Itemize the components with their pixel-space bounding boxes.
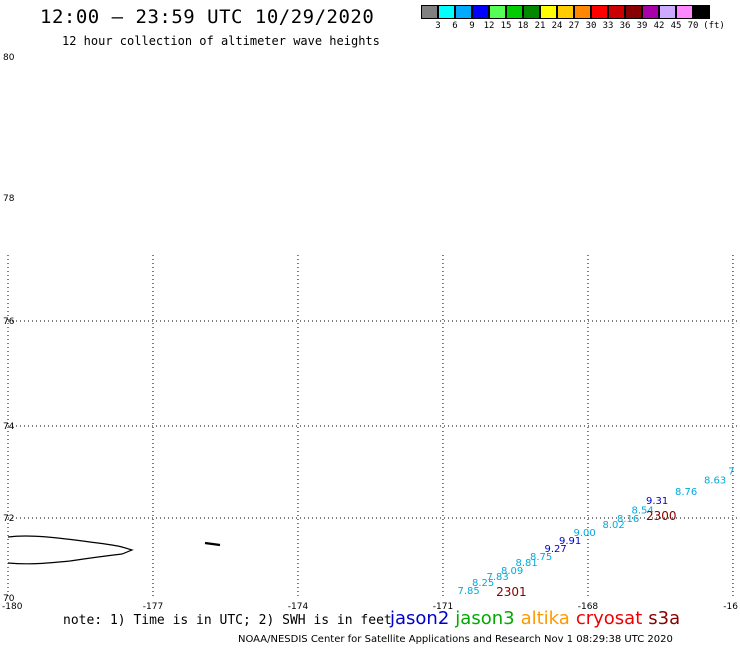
legend-swatch <box>455 5 472 19</box>
legend-swatch <box>693 5 710 19</box>
axis-labels: 80 78 76 74 72 70-180 -177 -174 -171 -168 -16 <box>2 53 738 612</box>
legend-swatch <box>591 5 608 19</box>
legend-swatches <box>421 5 710 19</box>
legend-swatch <box>489 5 506 19</box>
legend-swatch <box>625 5 642 19</box>
page-subtitle: 12 hour collection of altimeter wave hei… <box>62 34 380 48</box>
satellite-name: cryosat <box>575 608 643 629</box>
legend-swatch <box>438 5 455 19</box>
coastline-islet <box>204 541 221 547</box>
legend-unit: (ft) <box>703 21 725 31</box>
wave-height-value: 7 <box>728 466 734 477</box>
legend-label: 12 <box>483 21 495 31</box>
wave-height-value: 8.09 <box>501 566 523 577</box>
wave-height-value: 9.91 <box>559 536 581 547</box>
legend-label: 24 <box>551 21 563 31</box>
legend-swatch <box>659 5 676 19</box>
satellite-name: jason2 <box>390 608 450 629</box>
legend-label: 9 <box>469 21 475 31</box>
legend-labels: 3 6 9 12 15 18 21 24 27 30 33 36 39 42 45 70 (ft) <box>421 19 725 33</box>
legend-swatch <box>608 5 625 19</box>
wave-height-value: 8.54 <box>631 505 653 516</box>
wave-height-value: 7.85 <box>457 586 479 597</box>
latitude-label: 70 <box>3 594 15 604</box>
graticule <box>7 255 738 598</box>
legend-swatch <box>506 5 523 19</box>
legend-label: 6 <box>452 21 458 31</box>
footer-credit: NOAA/NESDIS Center for Satellite Applica… <box>238 634 673 645</box>
satellite-name: altika <box>520 608 570 629</box>
legend-label: 70 <box>687 21 699 31</box>
legend-label: 27 <box>568 21 580 31</box>
wave-height-value: 8.75 <box>530 552 552 563</box>
wave-height-value: 9.27 <box>544 544 566 555</box>
legend-swatch <box>523 5 540 19</box>
latitude-label: 78 <box>3 194 15 204</box>
coastline <box>7 535 221 565</box>
legend-label: 42 <box>653 21 665 31</box>
wave-height-value: 9.31 <box>646 496 668 507</box>
legend-label: 45 <box>670 21 682 31</box>
longitude-label: -180 <box>2 602 23 612</box>
wave-height-value: 8.81 <box>515 558 537 569</box>
legend-label: 33 <box>602 21 614 31</box>
longitude-label: -168 <box>578 602 599 612</box>
legend-label: 18 <box>517 21 529 31</box>
note-text: note: 1) Time is in UTC; 2) SWH is in fe… <box>63 613 392 628</box>
legend-swatch <box>557 5 574 19</box>
legend-label: 21 <box>534 21 546 31</box>
longitude-label: -16 <box>723 602 738 612</box>
satellite-name: jason3 <box>455 608 515 629</box>
legend-label: 30 <box>585 21 597 31</box>
legend-swatch <box>574 5 591 19</box>
legend-label: 36 <box>619 21 631 31</box>
legend-swatch <box>540 5 557 19</box>
legend-swatch <box>472 5 489 19</box>
time-label: 2301 <box>496 585 527 599</box>
wave-height-value: 8.16 <box>617 514 639 525</box>
latitude-label: 72 <box>3 514 14 524</box>
wave-height-value: 7.83 <box>486 572 508 583</box>
wave-height-value: 9.00 <box>573 528 595 539</box>
longitude-label: -177 <box>143 602 163 612</box>
legend-swatch <box>421 5 438 19</box>
legend-label: 3 <box>435 21 441 31</box>
legend-swatch <box>642 5 659 19</box>
legend-swatch <box>676 5 693 19</box>
longitude-label: -171 <box>433 602 453 612</box>
time-label: 2300 <box>646 509 677 523</box>
latitude-label: 76 <box>3 317 15 327</box>
latitude-label: 80 <box>3 53 15 63</box>
satellite-legend: jason2 jason3 altika cryosat s3a <box>390 608 686 629</box>
legend-label: 39 <box>636 21 648 31</box>
longitude-label: -174 <box>288 602 309 612</box>
latitude-label: 74 <box>3 422 15 432</box>
altimeter-track: 7.858.257.838.098.818.759.279.919.00 8.02… <box>457 466 734 599</box>
satellite-name: s3a <box>648 608 681 629</box>
wave-height-value: 8.76 <box>675 487 697 498</box>
legend-label: 15 <box>500 21 512 31</box>
wave-height-value: 8.25 <box>472 578 494 589</box>
coastline-landmass <box>7 535 134 565</box>
wave-height-value: 8.02 <box>602 520 624 531</box>
color-legend: 3 6 9 12 15 18 21 24 27 30 33 36 39 42 45 70 (ft) <box>421 5 725 33</box>
wave-height-value: 8.63 <box>704 476 726 487</box>
page-title: 12:00 – 23:59 UTC 10/29/2020 <box>40 6 375 28</box>
